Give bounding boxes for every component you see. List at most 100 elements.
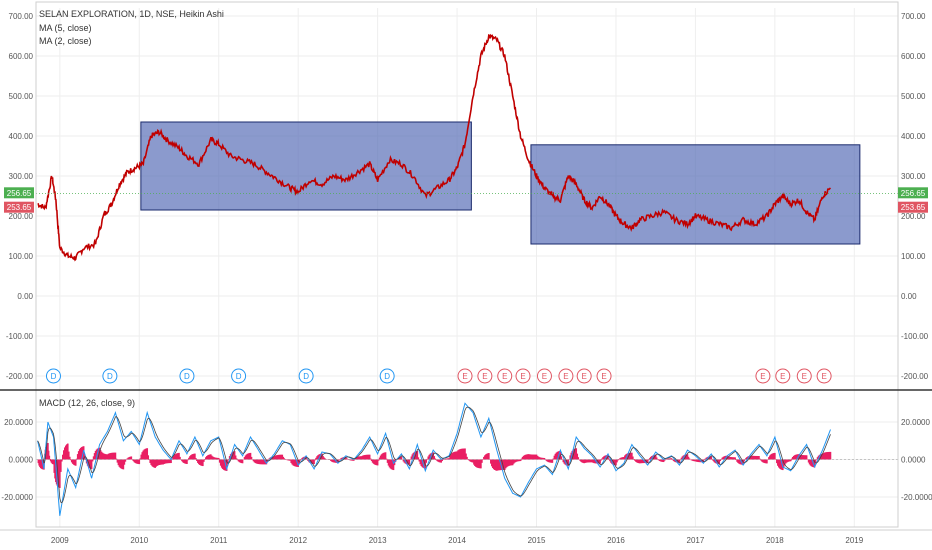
macd-histogram-bar: [532, 454, 535, 460]
macd-histogram-bar: [389, 459, 392, 469]
macd-histogram-bar: [461, 448, 463, 460]
macd-histogram-bar: [558, 451, 561, 460]
macd-histogram-bar: [743, 459, 745, 462]
macd-histogram-bar: [351, 459, 354, 461]
macd-histogram-bar: [365, 454, 368, 460]
macd-histogram-bar: [134, 459, 137, 463]
macd-histogram-bar: [464, 448, 466, 460]
macd-histogram-bar: [346, 458, 348, 460]
macd-histogram-bar: [630, 452, 632, 460]
x-tick-label: 2013: [369, 536, 387, 545]
earnings-marker: E: [462, 372, 467, 381]
range-rectangle: [530, 144, 861, 245]
macd-histogram-bar: [143, 449, 146, 460]
macd-histogram-bar: [338, 459, 340, 461]
macd-histogram-bar: [91, 459, 94, 462]
macd-histogram-bar: [387, 459, 390, 466]
macd-histogram-bar: [410, 456, 413, 460]
macd-layer: [36, 402, 898, 516]
macd-histogram-bar: [766, 459, 768, 464]
macd-histogram-bar: [591, 459, 593, 463]
macd-histogram-bar: [518, 459, 521, 462]
macd-histogram-bar: [189, 456, 191, 460]
macd-histogram-bar: [829, 451, 832, 460]
price-y-tick-label-right: 100.00: [901, 252, 926, 261]
macd-y-tick-label-right: 0.0000: [901, 456, 926, 465]
macd-histogram-bar: [334, 459, 336, 463]
macd-histogram-bar: [156, 459, 158, 466]
earnings-marker: E: [780, 372, 785, 381]
macd-histogram-bar: [719, 459, 722, 462]
macd-histogram-bar: [575, 448, 578, 460]
macd-histogram-bar: [712, 459, 715, 461]
macd-histogram-bar: [176, 453, 178, 460]
macd-histogram-bar: [95, 449, 98, 460]
macd-histogram-bar: [545, 459, 548, 461]
macd-histogram-bar: [509, 459, 512, 466]
macd-histogram-bar: [822, 453, 825, 460]
macd-histogram-bar: [175, 453, 177, 460]
macd-histogram-bar: [255, 459, 258, 464]
macd-histogram-bar: [381, 453, 384, 460]
macd-histogram-bar: [331, 459, 333, 462]
macd-histogram-bar: [513, 459, 516, 463]
macd-histogram-bar: [741, 459, 743, 465]
macd-histogram-bar: [400, 456, 403, 460]
macd-histogram-bar: [150, 459, 152, 465]
macd-histogram-bar: [153, 459, 155, 468]
macd-histogram-bar: [71, 459, 74, 464]
macd-histogram-bar: [203, 459, 205, 462]
macd-histogram-bar: [790, 458, 793, 460]
macd-histogram-bar: [105, 454, 108, 460]
macd-histogram-bar: [511, 459, 514, 466]
macd-histogram-bar: [94, 450, 97, 460]
macd-histogram-bar: [120, 459, 123, 469]
macd-histogram-bar: [583, 459, 585, 464]
macd-histogram-bar: [552, 458, 555, 460]
macd-histogram-bar: [528, 454, 531, 460]
macd-histogram-bar: [581, 459, 583, 463]
macd-histogram-bar: [104, 454, 107, 460]
macd-y-tick-label-right: -20.0000: [901, 493, 932, 502]
earnings-marker: E: [601, 372, 606, 381]
macd-histogram-bar: [392, 459, 395, 471]
macd-histogram-bar: [232, 451, 235, 460]
macd-histogram-bar: [63, 447, 66, 460]
macd-histogram-bar: [107, 453, 110, 460]
macd-histogram-bar: [382, 452, 385, 460]
macd-histogram-bar: [258, 459, 261, 465]
macd-histogram-bar: [277, 454, 280, 460]
macd-histogram-bar: [729, 456, 731, 460]
macd-histogram-bar: [427, 456, 430, 460]
macd-histogram-bar: [416, 450, 419, 460]
macd-histogram-bar: [144, 448, 147, 460]
macd-histogram-bar: [778, 459, 780, 468]
macd-histogram-bar: [576, 453, 579, 460]
earnings-marker-circle: [796, 368, 812, 384]
macd-histogram-bar: [67, 451, 70, 460]
macd-histogram-bar: [149, 459, 152, 463]
macd-histogram-bar: [295, 459, 297, 467]
macd-histogram-bar: [307, 459, 309, 461]
macd-histogram-bar: [324, 458, 326, 460]
dividend-marker: D: [184, 372, 190, 381]
macd-histogram-bar: [602, 457, 604, 460]
macd-histogram-bar: [418, 459, 421, 462]
macd-histogram-bar: [786, 459, 789, 462]
macd-histogram-bar: [455, 451, 457, 460]
earnings-marker-circle: [457, 368, 473, 384]
macd-histogram-bar: [371, 459, 374, 463]
macd-histogram-bar: [697, 459, 700, 463]
macd-histogram-bar: [217, 457, 220, 460]
macd-histogram-bar: [199, 459, 201, 465]
macd-histogram-bar: [459, 449, 461, 460]
macd-histogram-bar: [734, 457, 736, 460]
macd-histogram-bar: [488, 453, 490, 460]
macd-histogram-bar: [228, 456, 231, 460]
macd-histogram-bar: [606, 455, 608, 460]
macd-histogram-bar: [733, 457, 735, 460]
earnings-marker: E: [482, 372, 487, 381]
macd-histogram-bar: [620, 457, 622, 460]
macd-histogram-bar: [487, 453, 489, 460]
macd-histogram-bar: [265, 459, 268, 465]
